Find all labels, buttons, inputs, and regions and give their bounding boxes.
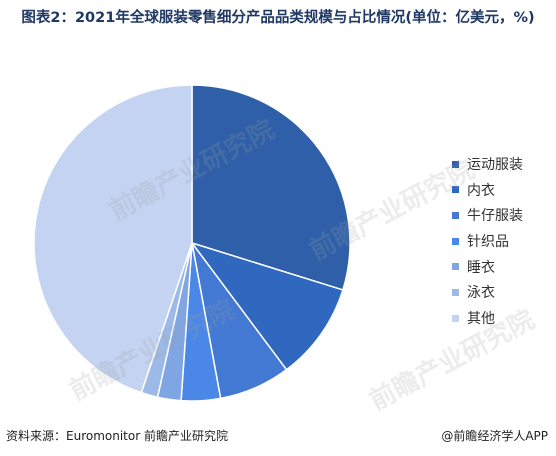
- pie-slice-7: [33, 84, 193, 394]
- legend-item: 牛仔服装: [452, 203, 523, 227]
- legend-swatch: [452, 237, 459, 245]
- legend-swatch: [452, 211, 459, 219]
- legend-item: 运动服装: [452, 152, 523, 176]
- credit-note: @前瞻经济学人APP: [441, 429, 548, 443]
- legend-item: 其他: [452, 306, 523, 330]
- legend-item: 睡衣: [452, 255, 523, 279]
- chart-legend: 运动服装内衣牛仔服装针织品睡衣泳衣其他: [452, 152, 523, 332]
- legend-swatch: [452, 186, 459, 194]
- legend-label: 针织品: [467, 234, 509, 251]
- legend-item: 泳衣: [452, 280, 523, 304]
- legend-swatch: [452, 160, 459, 168]
- legend-swatch: [452, 288, 459, 296]
- legend-swatch: [452, 314, 459, 322]
- source-note: 资料来源：Euromonitor 前瞻产业研究院: [6, 429, 228, 443]
- legend-item: 针织品: [452, 229, 523, 253]
- legend-label: 内衣: [467, 182, 495, 199]
- pie-slices: [33, 84, 351, 402]
- pie-slice-1: [191, 84, 351, 291]
- legend-label: 运动服装: [467, 157, 523, 173]
- chart-title: 图表2：2021年全球服装零售细分产品品类规模与占比情况(单位：亿美元，%): [21, 10, 535, 26]
- legend-label: 其他: [467, 311, 495, 328]
- pie-slice-2: [190, 241, 344, 371]
- legend-label: 睡衣: [467, 259, 495, 276]
- legend-label: 牛仔服装: [467, 208, 523, 225]
- legend-label: 泳衣: [467, 285, 495, 302]
- legend-item: 内衣: [452, 178, 523, 202]
- legend-swatch: [452, 263, 459, 271]
